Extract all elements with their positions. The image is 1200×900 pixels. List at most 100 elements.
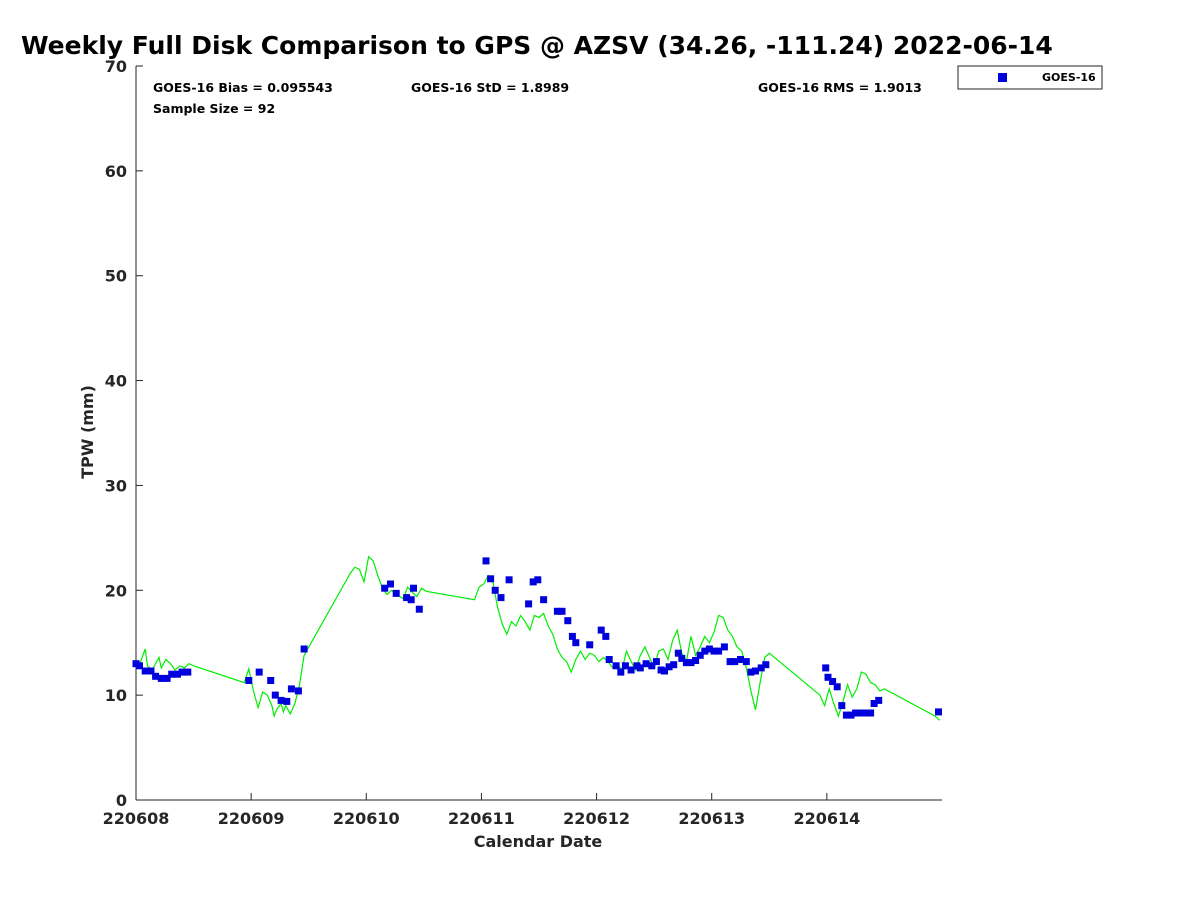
data-point [294, 687, 302, 695]
data-point [482, 557, 490, 565]
x-tick-label: 220613 [678, 809, 745, 828]
data-point [403, 594, 411, 602]
data-point [283, 697, 291, 705]
data-point [157, 674, 165, 682]
data-point [661, 667, 668, 675]
data-point [692, 657, 700, 664]
data-point [867, 709, 875, 717]
data-point [682, 659, 690, 667]
data-point [701, 647, 709, 655]
data-point [491, 586, 499, 594]
data-point [731, 658, 739, 666]
data-point [174, 670, 181, 678]
data-point [487, 575, 495, 583]
data-point [141, 667, 149, 675]
rms-annotation: GOES-16 RMS = 1.9013 [758, 80, 922, 95]
data-point [705, 645, 713, 653]
data-point [757, 664, 765, 672]
data-point [184, 668, 192, 676]
data-point [381, 584, 389, 592]
data-point [696, 651, 704, 659]
x-ticks: 220608 220609 220610 220611 220612 220613 2206… [103, 793, 860, 828]
y-tick-label: 30 [105, 476, 127, 495]
data-point [861, 709, 869, 717]
data-point [674, 649, 682, 657]
y-tick-label: 10 [105, 686, 127, 705]
data-point [642, 660, 650, 668]
data-point [605, 656, 613, 663]
data-point [935, 708, 942, 716]
legend-marker-goes16 [998, 73, 1007, 82]
x-axis-label: Calendar Date [474, 832, 603, 851]
data-point [852, 709, 860, 717]
data-point [856, 709, 864, 717]
data-point [726, 658, 734, 666]
x-tick-label: 220609 [218, 809, 285, 828]
chart-title: Weekly Full Disk Comparison to GPS @ AZS… [21, 31, 1053, 60]
data-point [829, 678, 837, 685]
y-tick-label: 70 [105, 57, 127, 76]
data-point [762, 661, 770, 669]
data-point [617, 668, 625, 676]
sample-size-annotation: Sample Size = 92 [153, 101, 275, 116]
y-tick-label: 60 [105, 162, 127, 181]
data-point [586, 641, 594, 649]
data-point [407, 596, 415, 604]
data-point [497, 594, 505, 602]
data-point [621, 662, 629, 670]
data-point [636, 664, 644, 672]
data-point [710, 647, 718, 655]
data-point [742, 658, 750, 666]
data-point [652, 658, 660, 666]
data-point [152, 672, 160, 680]
data-point [875, 696, 883, 704]
data-point [387, 580, 394, 588]
data-point [752, 667, 759, 675]
series-layer [132, 555, 942, 721]
std-annotation: GOES-16 StD = 1.8989 [411, 80, 569, 95]
x-tick-label: 220608 [103, 809, 170, 828]
data-point [648, 662, 656, 670]
bias-annotation: GOES-16 Bias = 0.095543 [153, 80, 333, 95]
y-tick-label: 50 [105, 267, 127, 286]
data-point [627, 666, 635, 674]
data-point [147, 667, 155, 675]
data-point [833, 683, 841, 691]
data-point [687, 659, 695, 667]
data-point [597, 626, 605, 634]
data-point [670, 661, 678, 669]
data-point [870, 700, 878, 707]
data-point [271, 691, 279, 699]
data-point [525, 600, 533, 608]
data-point [838, 702, 846, 710]
y-tick-label: 0 [116, 791, 127, 810]
legend-label-goes16: GOES-16 [1042, 71, 1096, 84]
x-tick-label: 220612 [563, 809, 630, 828]
stats-annotations: GOES-16 Bias = 0.095543 GOES-16 StD = 1.… [153, 80, 922, 116]
legend: GOES-16 [957, 65, 1103, 90]
data-point [540, 596, 548, 604]
data-point [737, 656, 744, 663]
y-tick-label: 20 [105, 581, 127, 600]
x-tick-label: 220611 [448, 809, 515, 828]
data-point [558, 607, 566, 615]
plot-axes [135, 66, 942, 801]
data-point [665, 663, 673, 671]
data-point [534, 576, 542, 584]
data-point [136, 662, 143, 670]
data-point [287, 685, 295, 693]
data-point [168, 670, 176, 678]
data-point [277, 696, 285, 704]
data-point [842, 711, 850, 719]
data-point [245, 677, 253, 684]
data-point [564, 617, 572, 625]
data-point [529, 578, 537, 586]
data-point [720, 643, 728, 651]
data-point [300, 645, 308, 653]
data-point [553, 607, 561, 615]
x-tick-label: 220610 [333, 809, 400, 828]
y-axis-label: TPW (mm) [78, 385, 97, 479]
data-point [612, 662, 620, 670]
data-point [824, 673, 832, 681]
data-point [602, 632, 610, 640]
